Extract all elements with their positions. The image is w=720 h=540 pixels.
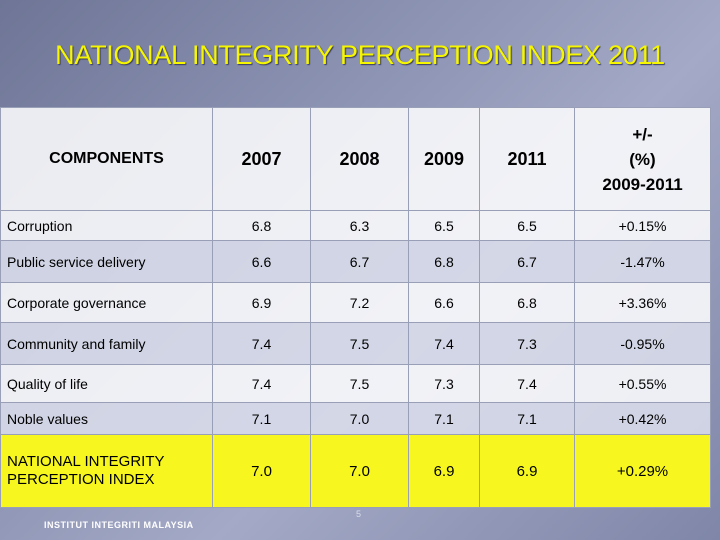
cell-2009: 7.3 (408, 364, 480, 403)
cell-2007: 6.9 (212, 282, 311, 323)
header-change-line2: (%) (629, 149, 656, 169)
cell-2011: 7.4 (479, 364, 575, 403)
table-row: Corruption 6.8 6.3 6.5 6.5 +0.15% (0, 210, 711, 241)
header-components: COMPONENTS (0, 107, 213, 211)
cell-2008: 6.7 (310, 240, 409, 283)
header-change-line1: +/- (632, 124, 653, 144)
cell-change: -0.95% (574, 322, 711, 365)
total-2009: 6.9 (408, 434, 480, 508)
cell-2008: 6.3 (310, 210, 409, 241)
cell-change: +0.15% (574, 210, 711, 241)
header-change-line3: 2009-2011 (602, 174, 683, 194)
total-row: NATIONAL INTEGRITY PERCEPTION INDEX 7.0 … (0, 434, 711, 508)
row-label: Noble values (0, 402, 213, 435)
table-row: Community and family 7.4 7.5 7.4 7.3 -0.… (0, 322, 711, 365)
cell-2009: 6.5 (408, 210, 480, 241)
page-number: 5 (356, 509, 362, 519)
cell-2009: 7.4 (408, 322, 480, 365)
cell-2007: 6.6 (212, 240, 311, 283)
total-2011: 6.9 (479, 434, 575, 508)
header-2008: 2008 (310, 107, 409, 211)
total-label-line2: PERCEPTION INDEX (7, 471, 155, 488)
total-label-line1: NATIONAL INTEGRITY (7, 453, 165, 470)
cell-2007: 7.4 (212, 364, 311, 403)
row-label: Public service delivery (0, 240, 213, 283)
cell-2008: 7.5 (310, 364, 409, 403)
cell-change: -1.47% (574, 240, 711, 283)
row-label: Corporate governance (0, 282, 213, 323)
cell-2011: 7.1 (479, 402, 575, 435)
header-change: +/- (%) 2009-2011 (574, 107, 711, 211)
cell-2008: 7.2 (310, 282, 409, 323)
row-label: Quality of life (0, 364, 213, 403)
cell-2009: 7.1 (408, 402, 480, 435)
table-row: Quality of life 7.4 7.5 7.3 7.4 +0.55% (0, 364, 711, 403)
cell-2011: 6.7 (479, 240, 575, 283)
cell-2009: 6.6 (408, 282, 480, 323)
cell-change: +0.55% (574, 364, 711, 403)
row-label: Corruption (0, 210, 213, 241)
total-label: NATIONAL INTEGRITY PERCEPTION INDEX (0, 434, 213, 508)
cell-2009: 6.8 (408, 240, 480, 283)
cell-2011: 6.5 (479, 210, 575, 241)
table-row: Public service delivery 6.6 6.7 6.8 6.7 … (0, 240, 711, 283)
cell-2011: 7.3 (479, 322, 575, 365)
header-2011: 2011 (479, 107, 575, 211)
footer-organization: INSTITUT INTEGRITI MALAYSIA (44, 520, 194, 530)
table-header-row: COMPONENTS 2007 2008 2009 2011 +/- (%) 2… (0, 107, 711, 211)
cell-2008: 7.0 (310, 402, 409, 435)
cell-2011: 6.8 (479, 282, 575, 323)
header-2009: 2009 (408, 107, 480, 211)
total-2007: 7.0 (212, 434, 311, 508)
cell-2007: 7.4 (212, 322, 311, 365)
total-change: +0.29% (574, 434, 711, 508)
slide-title: NATIONAL INTEGRITY PERCEPTION INDEX 2011 (55, 40, 665, 70)
cell-2007: 7.1 (212, 402, 311, 435)
table-row: Corporate governance 6.9 7.2 6.6 6.8 +3.… (0, 282, 711, 323)
table-row: Noble values 7.1 7.0 7.1 7.1 +0.42% (0, 402, 711, 435)
cell-2008: 7.5 (310, 322, 409, 365)
row-label: Community and family (0, 322, 213, 365)
total-2008: 7.0 (310, 434, 409, 508)
integrity-index-table: COMPONENTS 2007 2008 2009 2011 +/- (%) 2… (0, 107, 711, 508)
header-2007: 2007 (212, 107, 311, 211)
cell-change: +0.42% (574, 402, 711, 435)
cell-2007: 6.8 (212, 210, 311, 241)
cell-change: +3.36% (574, 282, 711, 323)
